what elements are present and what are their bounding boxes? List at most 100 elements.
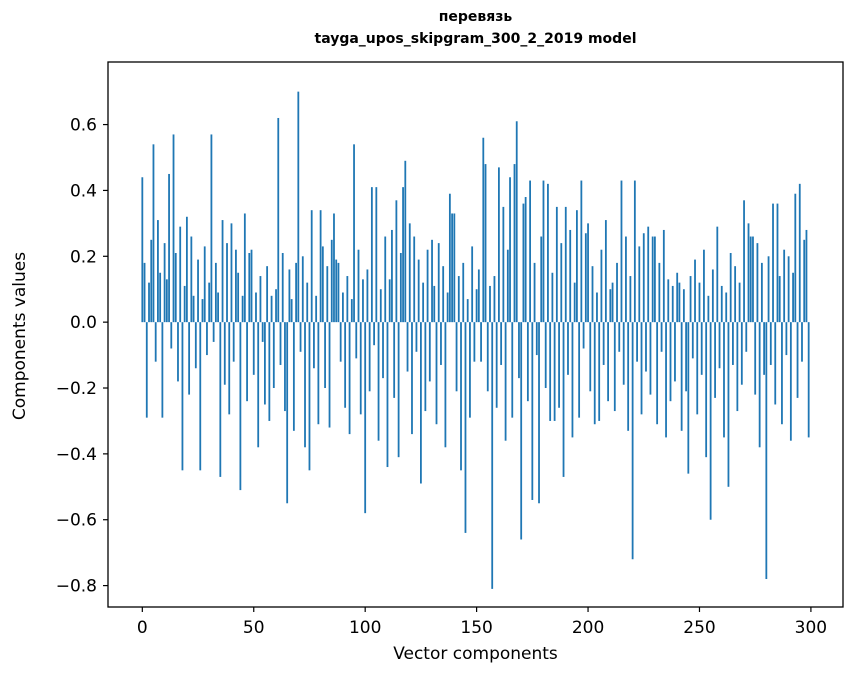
bar xyxy=(275,289,277,323)
bar xyxy=(703,249,705,323)
bar xyxy=(694,259,696,323)
bar xyxy=(165,279,168,323)
bar xyxy=(598,322,601,421)
bar xyxy=(709,322,712,520)
bar xyxy=(544,322,547,389)
bar xyxy=(509,177,511,323)
chart-title-line1: перевязь xyxy=(438,9,513,25)
bar xyxy=(433,285,436,323)
bar xyxy=(141,177,144,323)
bar xyxy=(301,256,304,323)
bar xyxy=(631,322,634,560)
bar xyxy=(201,299,204,323)
bar xyxy=(665,322,667,438)
bar xyxy=(564,206,567,323)
bar xyxy=(696,322,699,415)
bar xyxy=(223,322,226,385)
bar xyxy=(547,183,549,323)
bar xyxy=(326,266,329,323)
bar xyxy=(518,322,520,379)
bar xyxy=(772,203,774,323)
bar xyxy=(346,276,349,323)
bar xyxy=(535,322,538,356)
bar xyxy=(310,210,313,323)
bar xyxy=(540,236,543,323)
bar xyxy=(272,322,275,389)
bar xyxy=(805,229,808,323)
chart-title-line2: tayga_upos_skipgram_300_2_2019 model xyxy=(314,31,637,47)
bar xyxy=(257,322,260,448)
bar xyxy=(498,167,500,323)
bar xyxy=(241,295,244,323)
bar xyxy=(440,322,442,365)
bar xyxy=(185,216,188,323)
bar xyxy=(243,213,246,323)
bar xyxy=(752,236,754,323)
x-tick-label: 0 xyxy=(137,618,148,638)
bar xyxy=(774,322,777,405)
bar xyxy=(571,322,574,438)
bar xyxy=(206,322,208,356)
bar xyxy=(290,299,293,323)
bar xyxy=(268,322,271,421)
y-tick-label: −0.6 xyxy=(56,511,97,531)
bar xyxy=(475,289,478,323)
bar xyxy=(397,322,400,458)
bar xyxy=(749,236,752,323)
bar xyxy=(493,276,496,323)
bar xyxy=(654,236,656,323)
bar xyxy=(406,322,409,372)
bar xyxy=(266,266,269,323)
bar xyxy=(691,322,694,359)
bar xyxy=(455,322,458,392)
bar xyxy=(288,269,291,323)
bar xyxy=(756,243,759,323)
bar xyxy=(486,322,489,392)
bar xyxy=(473,322,476,362)
bar xyxy=(150,239,153,323)
bar xyxy=(366,269,369,323)
bar xyxy=(239,322,242,491)
bar xyxy=(373,322,375,346)
bar xyxy=(143,262,146,323)
bar xyxy=(573,282,576,323)
bar xyxy=(437,243,440,323)
bar xyxy=(480,322,482,362)
bar xyxy=(529,180,531,323)
bar xyxy=(255,292,257,323)
bar xyxy=(676,272,679,323)
y-tick-label: −0.2 xyxy=(56,379,97,399)
bar xyxy=(435,322,438,425)
bar xyxy=(212,322,215,342)
bar xyxy=(587,223,589,323)
bar xyxy=(408,223,411,323)
bar xyxy=(446,292,449,323)
bar xyxy=(484,164,487,323)
bar xyxy=(489,285,491,323)
bar xyxy=(531,322,534,500)
bar xyxy=(286,322,289,504)
bar xyxy=(203,246,206,323)
bar xyxy=(589,322,592,392)
bar xyxy=(669,322,672,402)
bar xyxy=(292,322,295,431)
bar xyxy=(237,272,240,323)
bar xyxy=(738,282,741,323)
bar xyxy=(651,236,654,323)
bar xyxy=(754,322,757,395)
bar xyxy=(720,285,723,323)
bar xyxy=(152,144,155,323)
bar xyxy=(732,322,734,365)
bar xyxy=(228,322,231,415)
bar xyxy=(520,322,523,540)
bar xyxy=(413,236,416,323)
bar xyxy=(593,322,596,425)
bar xyxy=(315,295,318,323)
bar xyxy=(261,322,264,342)
bar xyxy=(339,322,342,362)
bar xyxy=(785,322,788,356)
bar xyxy=(642,233,645,323)
bar xyxy=(444,322,447,448)
bar xyxy=(462,262,465,323)
bar xyxy=(687,322,690,474)
